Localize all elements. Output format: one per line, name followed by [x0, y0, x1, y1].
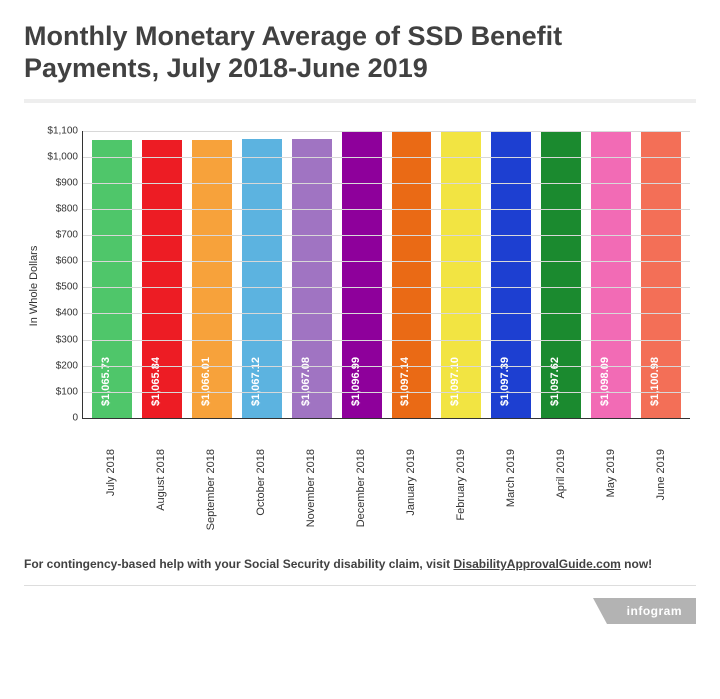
x-tick-label: July 2018 — [105, 449, 117, 496]
x-tick-label: September 2018 — [205, 449, 217, 530]
x-slot: April 2019 — [536, 441, 586, 551]
x-tick-label: March 2019 — [505, 449, 517, 507]
bar-value-label: $1,097.14 — [399, 357, 411, 406]
x-tick-label: June 2019 — [655, 449, 667, 500]
bar-slot: $1,067.12 — [237, 131, 287, 418]
bars-container: $1,065.73 $1,065.84 $1,066.01 $1,067.12 $1,0… — [83, 131, 690, 418]
footer-prefix: For contingency-based help with your Soc… — [24, 557, 453, 571]
bar: $1,100.98 — [641, 131, 681, 418]
gridline — [83, 131, 690, 132]
x-slot: October 2018 — [236, 441, 286, 551]
y-tick-label: $200 — [56, 360, 83, 371]
x-tick-label: October 2018 — [255, 449, 267, 516]
bar-slot: $1,096.99 — [337, 131, 387, 418]
y-tick-label: $1,000 — [47, 151, 83, 162]
page-title: Monthly Monetary Average of SSD Benefit … — [24, 20, 696, 85]
x-slot: February 2019 — [436, 441, 486, 551]
bar-slot: $1,098.09 — [586, 131, 636, 418]
x-slot: September 2018 — [186, 441, 236, 551]
bar-value-label: $1,066.01 — [200, 357, 212, 406]
x-slot: December 2018 — [336, 441, 386, 551]
bar: $1,065.84 — [142, 140, 182, 418]
bar-value-label: $1,067.08 — [300, 357, 312, 406]
x-slot: November 2018 — [286, 441, 336, 551]
bar: $1,065.73 — [92, 140, 132, 418]
infogram-logo[interactable]: infogram — [607, 598, 696, 624]
bar-value-label: $1,097.10 — [449, 357, 461, 406]
x-tick-label: December 2018 — [355, 449, 367, 527]
y-tick-label: $100 — [56, 386, 83, 397]
x-tick-label: August 2018 — [155, 449, 167, 511]
footer-divider — [24, 585, 696, 586]
bar: $1,067.12 — [242, 139, 282, 417]
x-tick-label: February 2019 — [455, 449, 467, 521]
bar-value-label: $1,096.99 — [350, 357, 362, 406]
footer-suffix: now! — [621, 557, 652, 571]
bar-value-label: $1,097.39 — [499, 357, 511, 406]
x-slot: July 2018 — [86, 441, 136, 551]
bar-slot: $1,067.08 — [287, 131, 337, 418]
bar: $1,098.09 — [591, 131, 631, 418]
bar-slot: $1,097.62 — [536, 131, 586, 418]
gridline — [83, 392, 690, 393]
bar-slot: $1,065.73 — [87, 131, 137, 418]
x-slot: May 2019 — [586, 441, 636, 551]
bar-value-label: $1,097.62 — [549, 357, 561, 406]
gridline — [83, 157, 690, 158]
bar: $1,097.14 — [392, 132, 432, 418]
bar: $1,067.08 — [292, 139, 332, 417]
y-tick-label: $1,100 — [47, 125, 83, 136]
bar-slot: $1,100.98 — [636, 131, 686, 418]
y-tick-label: $400 — [56, 308, 83, 319]
x-slot: August 2018 — [136, 441, 186, 551]
bar-slot: $1,097.10 — [436, 131, 486, 418]
bar: $1,096.99 — [342, 132, 382, 418]
bar-slot: $1,065.84 — [137, 131, 187, 418]
bar-value-label: $1,100.98 — [649, 357, 661, 406]
x-axis-labels: July 2018 August 2018 September 2018 Octobe… — [82, 441, 690, 551]
gridline — [83, 287, 690, 288]
gridline — [83, 366, 690, 367]
gridline — [83, 340, 690, 341]
title-divider — [24, 99, 696, 103]
gridline — [83, 183, 690, 184]
y-tick-label: $800 — [56, 204, 83, 215]
chart: In Whole Dollars $1,065.73$1,065.84$1,06… — [82, 131, 690, 441]
x-tick-label: May 2019 — [605, 449, 617, 497]
gridline — [83, 235, 690, 236]
x-tick-label: January 2019 — [405, 449, 417, 516]
x-slot: January 2019 — [386, 441, 436, 551]
plot-area: $1,065.73 $1,065.84 $1,066.01 $1,067.12 $1,0… — [82, 131, 690, 419]
bar-value-label: $1,065.84 — [150, 357, 162, 406]
x-slot: June 2019 — [636, 441, 686, 551]
y-tick-label: $300 — [56, 334, 83, 345]
bar-value-label: $1,098.09 — [599, 357, 611, 406]
bar: $1,066.01 — [192, 140, 232, 418]
bar-slot: $1,097.14 — [387, 131, 437, 418]
x-slot: March 2019 — [486, 441, 536, 551]
x-tick-label: April 2019 — [555, 449, 567, 499]
y-tick-label: $900 — [56, 177, 83, 188]
bar: $1,097.10 — [441, 132, 481, 418]
y-tick-label: $700 — [56, 230, 83, 241]
y-tick-label: $500 — [56, 282, 83, 293]
bar-value-label: $1,065.73 — [100, 357, 112, 406]
gridline — [83, 313, 690, 314]
y-tick-label: $600 — [56, 256, 83, 267]
bar-value-label: $1,067.12 — [250, 357, 262, 406]
y-axis-label: In Whole Dollars — [28, 245, 40, 326]
bar: $1,097.62 — [541, 131, 581, 417]
bar: $1,097.39 — [491, 131, 531, 417]
x-tick-label: November 2018 — [305, 449, 317, 527]
bar-slot: $1,066.01 — [187, 131, 237, 418]
y-tick-label: 0 — [72, 412, 83, 423]
gridline — [83, 209, 690, 210]
footer-link[interactable]: DisabilityApprovalGuide.com — [453, 557, 620, 571]
footer-text: For contingency-based help with your Soc… — [24, 551, 696, 573]
gridline — [83, 261, 690, 262]
bar-slot: $1,097.39 — [486, 131, 536, 418]
